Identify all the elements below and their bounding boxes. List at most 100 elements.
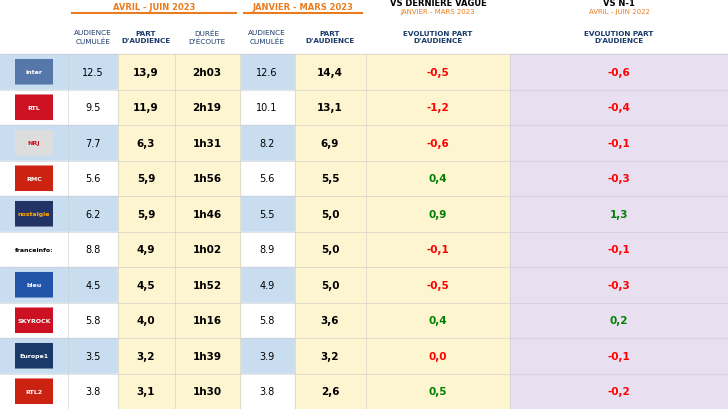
Text: 5,0: 5,0 xyxy=(321,245,339,255)
Text: AUDIENCE
CUMULÉE: AUDIENCE CUMULÉE xyxy=(74,30,112,45)
Bar xyxy=(366,55,510,90)
Bar xyxy=(510,303,728,338)
Text: PART
D'AUDIENCE: PART D'AUDIENCE xyxy=(122,31,170,44)
Bar xyxy=(68,196,728,232)
Bar xyxy=(0,196,68,232)
Bar xyxy=(366,373,510,409)
Text: -0,1: -0,1 xyxy=(427,245,449,255)
Text: -0,6: -0,6 xyxy=(608,67,630,78)
Text: 3.9: 3.9 xyxy=(259,351,274,361)
Bar xyxy=(0,373,68,409)
Text: 1h16: 1h16 xyxy=(192,315,221,326)
Bar xyxy=(295,196,366,232)
Text: 3,1: 3,1 xyxy=(137,387,155,396)
Bar xyxy=(366,232,510,267)
Text: NRJ: NRJ xyxy=(28,141,40,146)
Bar xyxy=(118,232,175,267)
FancyBboxPatch shape xyxy=(15,308,53,333)
Text: 8.2: 8.2 xyxy=(259,138,274,148)
Text: 5.8: 5.8 xyxy=(259,315,274,326)
FancyBboxPatch shape xyxy=(15,60,53,85)
Bar xyxy=(295,90,366,126)
Bar xyxy=(175,303,240,338)
Text: DURÉE
D'ÉCOUTE: DURÉE D'ÉCOUTE xyxy=(189,30,226,45)
Bar xyxy=(118,196,175,232)
Text: 2h19: 2h19 xyxy=(192,103,221,113)
Bar xyxy=(118,90,175,126)
Bar xyxy=(68,126,728,161)
Bar xyxy=(68,90,728,126)
Text: 1h31: 1h31 xyxy=(192,138,221,148)
Bar xyxy=(68,161,728,196)
Text: 1h56: 1h56 xyxy=(192,174,221,184)
Bar xyxy=(295,126,366,161)
Text: 11,9: 11,9 xyxy=(133,103,159,113)
Text: -0,3: -0,3 xyxy=(608,280,630,290)
Bar xyxy=(68,338,728,373)
Text: 3.8: 3.8 xyxy=(259,387,274,396)
Text: 14,4: 14,4 xyxy=(317,67,343,78)
Text: -0,1: -0,1 xyxy=(608,138,630,148)
Text: 13,1: 13,1 xyxy=(317,103,343,113)
Text: 3,2: 3,2 xyxy=(137,351,155,361)
Text: -0,5: -0,5 xyxy=(427,67,449,78)
Text: RTL2: RTL2 xyxy=(25,389,42,394)
Text: 4,0: 4,0 xyxy=(137,315,155,326)
Bar xyxy=(295,303,366,338)
Text: 1h39: 1h39 xyxy=(192,351,221,361)
Text: 1h30: 1h30 xyxy=(192,387,221,396)
FancyBboxPatch shape xyxy=(15,166,53,191)
Bar xyxy=(366,196,510,232)
Text: 5,5: 5,5 xyxy=(321,174,339,184)
Bar xyxy=(366,90,510,126)
Text: 3.8: 3.8 xyxy=(85,387,100,396)
Text: 7.7: 7.7 xyxy=(85,138,100,148)
Text: 3.5: 3.5 xyxy=(85,351,100,361)
Text: 12.5: 12.5 xyxy=(82,67,104,78)
Bar xyxy=(0,126,68,161)
Text: 5.8: 5.8 xyxy=(85,315,100,326)
Text: Europe1: Europe1 xyxy=(20,353,49,358)
Bar xyxy=(118,126,175,161)
Text: 13,9: 13,9 xyxy=(133,67,159,78)
Bar xyxy=(0,338,68,373)
Text: 0,5: 0,5 xyxy=(429,387,447,396)
Bar xyxy=(510,338,728,373)
Text: 5,9: 5,9 xyxy=(137,209,155,219)
Text: 5.6: 5.6 xyxy=(85,174,100,184)
Text: 10.1: 10.1 xyxy=(256,103,277,113)
Bar xyxy=(0,161,68,196)
Text: 0,4: 0,4 xyxy=(429,174,447,184)
Text: 5.6: 5.6 xyxy=(259,174,274,184)
Text: VS N-1: VS N-1 xyxy=(603,0,635,9)
FancyBboxPatch shape xyxy=(15,237,53,263)
Text: 2,6: 2,6 xyxy=(321,387,339,396)
Bar xyxy=(175,338,240,373)
Bar xyxy=(366,126,510,161)
Bar xyxy=(0,232,68,267)
Bar xyxy=(175,55,240,90)
Text: 8.9: 8.9 xyxy=(259,245,274,255)
Bar xyxy=(175,161,240,196)
Bar xyxy=(68,303,728,338)
Text: -0,4: -0,4 xyxy=(608,103,630,113)
Bar xyxy=(295,55,366,90)
Bar xyxy=(510,232,728,267)
Text: 8.8: 8.8 xyxy=(85,245,100,255)
Text: -1,2: -1,2 xyxy=(427,103,449,113)
Bar xyxy=(295,338,366,373)
Bar xyxy=(175,267,240,303)
Text: -0,2: -0,2 xyxy=(608,387,630,396)
Text: 2h03: 2h03 xyxy=(192,67,221,78)
Text: VS DERNIÈRE VAGUE: VS DERNIÈRE VAGUE xyxy=(389,0,486,9)
Bar xyxy=(175,90,240,126)
Text: JANVIER - MARS 2023: JANVIER - MARS 2023 xyxy=(253,2,353,11)
Bar xyxy=(118,267,175,303)
FancyBboxPatch shape xyxy=(15,272,53,298)
Bar xyxy=(0,303,68,338)
Text: 5,0: 5,0 xyxy=(321,280,339,290)
Text: -0,1: -0,1 xyxy=(608,351,630,361)
Bar xyxy=(68,232,728,267)
Text: 5,9: 5,9 xyxy=(137,174,155,184)
Text: AVRIL - JUIN 2023: AVRIL - JUIN 2023 xyxy=(113,2,195,11)
